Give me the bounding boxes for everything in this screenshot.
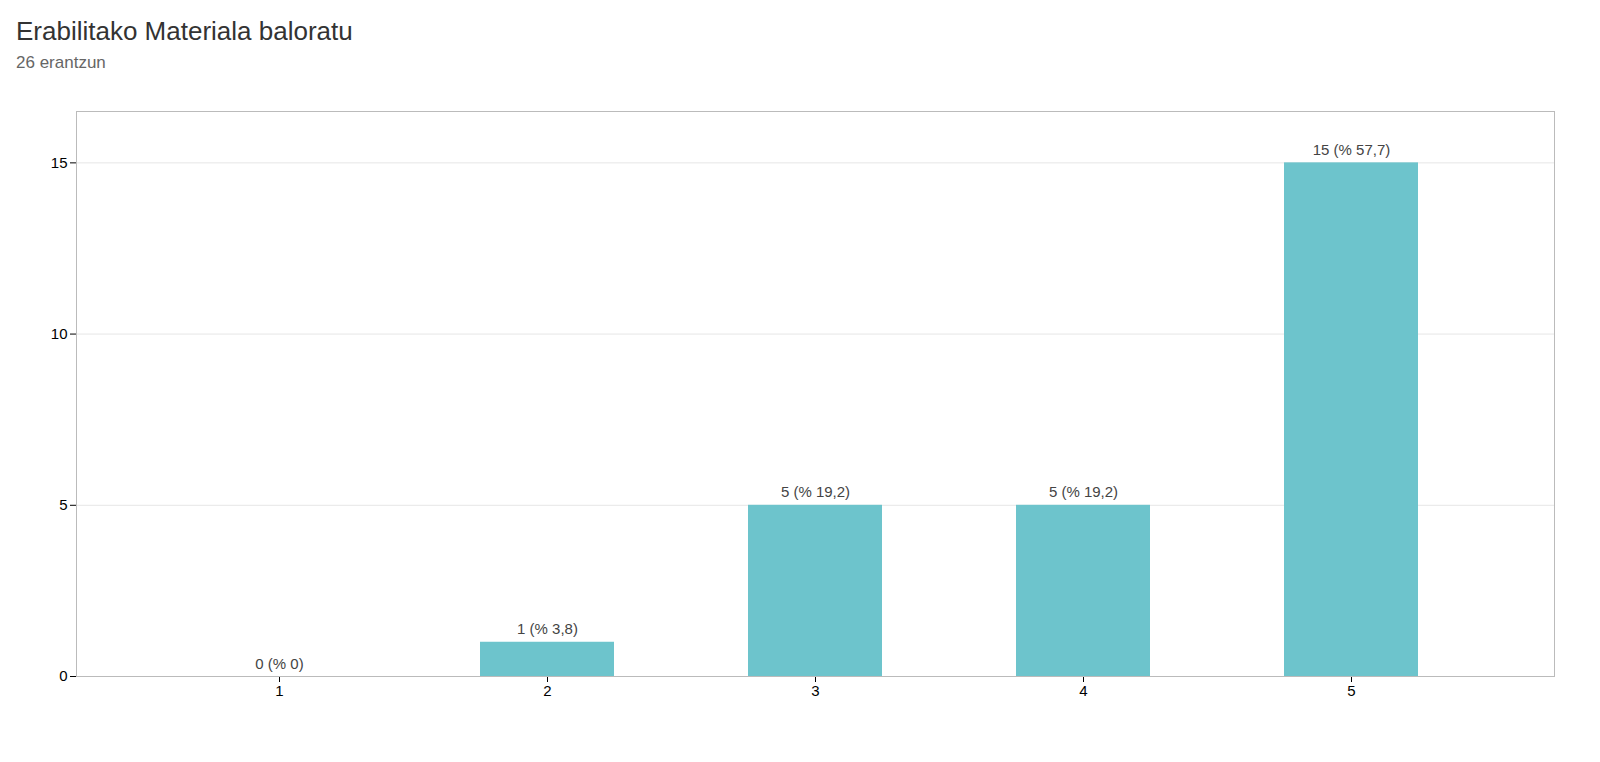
svg-text:1: 1	[275, 682, 283, 699]
svg-text:5: 5	[1347, 682, 1355, 699]
svg-text:3: 3	[811, 682, 819, 699]
svg-text:0: 0	[59, 667, 67, 684]
svg-text:0 (% 0): 0 (% 0)	[255, 655, 303, 672]
svg-text:15: 15	[51, 154, 68, 171]
svg-text:5 (% 19,2): 5 (% 19,2)	[781, 483, 850, 500]
svg-text:2: 2	[543, 682, 551, 699]
svg-text:5: 5	[59, 496, 67, 513]
svg-text:15 (% 57,7): 15 (% 57,7)	[1313, 141, 1391, 158]
html-text:26 erantzun: 26 erantzun	[16, 53, 106, 72]
svg-text:5 (% 19,2): 5 (% 19,2)	[1049, 483, 1118, 500]
svg-text:10: 10	[51, 325, 68, 342]
svg-text:4: 4	[1079, 682, 1087, 699]
svg-text:1 (% 3,8): 1 (% 3,8)	[517, 620, 578, 637]
html-text:Erabilitako Materiala baloratu: Erabilitako Materiala baloratu	[16, 16, 353, 46]
